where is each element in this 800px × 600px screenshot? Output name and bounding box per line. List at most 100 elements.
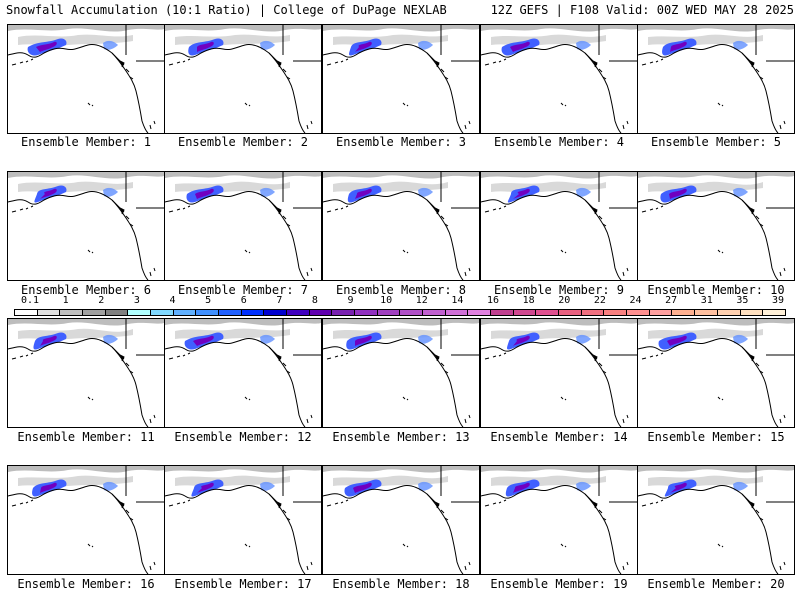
ensemble-caption-6: Ensemble Member: 6 xyxy=(20,283,152,297)
colorbar-swatch xyxy=(649,310,673,315)
colorbar-swatch xyxy=(151,310,174,315)
ensemble-caption-5: Ensemble Member: 5 xyxy=(650,135,782,149)
colorbar-label: 27 xyxy=(665,295,678,306)
colorbar-swatch xyxy=(241,310,265,315)
colorbar-swatch xyxy=(672,310,696,315)
ensemble-map-14 xyxy=(480,318,638,428)
colorbar-label: 39 xyxy=(771,295,785,306)
colorbar-label: 20 xyxy=(558,295,571,306)
ensemble-map-17 xyxy=(164,465,322,575)
colorbar-swatch xyxy=(128,310,152,315)
ensemble-map-18 xyxy=(322,465,480,575)
ensemble-map-3 xyxy=(322,24,480,134)
colorbar-swatch xyxy=(559,310,582,315)
colorbar-labels: 0.1 1 2 3 4 5 6 7 8 9 10 12 14 16 18 20 22 24 27 31 35 39 xyxy=(14,295,786,307)
ensemble-caption-17: Ensemble Member: 17 xyxy=(174,577,312,591)
ensemble-caption-15: Ensemble Member: 15 xyxy=(647,430,785,444)
colorbar-label: 31 xyxy=(700,295,713,306)
ensemble-map-4 xyxy=(480,24,638,134)
colorbar-swatch xyxy=(627,310,650,315)
colorbar-swatch xyxy=(491,310,514,315)
colorbar-swatch xyxy=(196,310,220,315)
colorbar-label: 24 xyxy=(629,295,642,306)
ensemble-map-8 xyxy=(322,171,480,281)
ensemble-map-19 xyxy=(480,465,638,575)
colorbar-label: 1 xyxy=(62,295,69,306)
ensemble-caption-14: Ensemble Member: 14 xyxy=(490,430,628,444)
ensemble-map-16 xyxy=(7,465,165,575)
colorbar-label: 6 xyxy=(240,295,247,306)
ensemble-caption-7: Ensemble Member: 7 xyxy=(177,283,309,297)
colorbar-label: 12 xyxy=(415,295,428,306)
colorbar-label: 16 xyxy=(487,295,500,306)
colorbar-label: 10 xyxy=(380,295,393,306)
colorbar-swatch xyxy=(219,310,242,315)
colorbar-swatch xyxy=(287,310,310,315)
colorbar-label: 14 xyxy=(451,295,464,306)
colorbar-swatch xyxy=(15,310,38,315)
ensemble-caption-4: Ensemble Member: 4 xyxy=(493,135,625,149)
ensemble-caption-13: Ensemble Member: 13 xyxy=(332,430,470,444)
colorbar-label: 2 xyxy=(98,295,105,306)
ensemble-caption-9: Ensemble Member: 9 xyxy=(493,283,625,297)
ensemble-map-20 xyxy=(637,465,795,575)
colorbar-swatch xyxy=(740,310,764,315)
colorbar-swatch xyxy=(83,310,106,315)
colorbar-swatch xyxy=(604,310,628,315)
colorbar-label: 5 xyxy=(205,295,212,306)
ensemble-map-13 xyxy=(322,318,480,428)
ensemble-caption-12: Ensemble Member: 12 xyxy=(174,430,312,444)
colorbar-label: 22 xyxy=(593,295,606,306)
ensemble-caption-2: Ensemble Member: 2 xyxy=(177,135,309,149)
ensemble-map-15 xyxy=(637,318,795,428)
colorbar-swatch xyxy=(423,310,446,315)
ensemble-map-9 xyxy=(480,171,638,281)
colorbar-swatch xyxy=(536,310,560,315)
ensemble-caption-19: Ensemble Member: 19 xyxy=(490,577,628,591)
run-info: 12Z GEFS | F108 Valid: 00Z WED MAY 28 20… xyxy=(490,3,794,17)
colorbar-label: 4 xyxy=(169,295,176,306)
colorbar-swatch xyxy=(37,310,61,315)
colorbar-swatch xyxy=(400,310,424,315)
colorbar-swatch xyxy=(513,310,537,315)
colorbar-swatch xyxy=(763,310,785,315)
colorbar-swatch xyxy=(717,310,741,315)
ensemble-caption-1: Ensemble Member: 1 xyxy=(20,135,152,149)
colorbar xyxy=(14,309,786,316)
colorbar-swatch xyxy=(264,310,288,315)
colorbar-label: 3 xyxy=(133,295,140,306)
ensemble-map-5 xyxy=(637,24,795,134)
colorbar-label: 9 xyxy=(347,295,354,306)
colorbar-swatch xyxy=(377,310,401,315)
ensemble-map-10 xyxy=(637,171,795,281)
colorbar-swatch xyxy=(445,310,469,315)
colorbar-swatch xyxy=(581,310,605,315)
colorbar-swatch xyxy=(695,310,718,315)
colorbar-label: 35 xyxy=(736,295,749,306)
ensemble-map-6 xyxy=(7,171,165,281)
ensemble-map-11 xyxy=(7,318,165,428)
colorbar-swatch xyxy=(309,310,333,315)
colorbar-swatch xyxy=(468,310,492,315)
ensemble-caption-3: Ensemble Member: 3 xyxy=(335,135,467,149)
colorbar-label: 0.1 xyxy=(20,295,40,306)
ensemble-map-12 xyxy=(164,318,322,428)
colorbar-swatch xyxy=(355,310,378,315)
ensemble-map-7 xyxy=(164,171,322,281)
page-title: Snowfall Accumulation (10:1 Ratio) | Col… xyxy=(6,3,447,17)
ensemble-caption-16: Ensemble Member: 16 xyxy=(17,577,155,591)
colorbar-label: 7 xyxy=(276,295,283,306)
ensemble-map-2 xyxy=(164,24,322,134)
ensemble-caption-11: Ensemble Member: 11 xyxy=(17,430,155,444)
colorbar-swatch xyxy=(173,310,197,315)
ensemble-caption-20: Ensemble Member: 20 xyxy=(647,577,785,591)
ensemble-caption-18: Ensemble Member: 18 xyxy=(332,577,470,591)
ensemble-caption-10: Ensemble Member: 10 xyxy=(647,283,785,297)
colorbar-swatch xyxy=(60,310,84,315)
colorbar-swatch xyxy=(332,310,356,315)
ensemble-map-1 xyxy=(7,24,165,134)
colorbar-swatch xyxy=(105,310,129,315)
ensemble-caption-8: Ensemble Member: 8 xyxy=(335,283,467,297)
colorbar-label: 18 xyxy=(522,295,535,306)
colorbar-label: 8 xyxy=(311,295,318,306)
